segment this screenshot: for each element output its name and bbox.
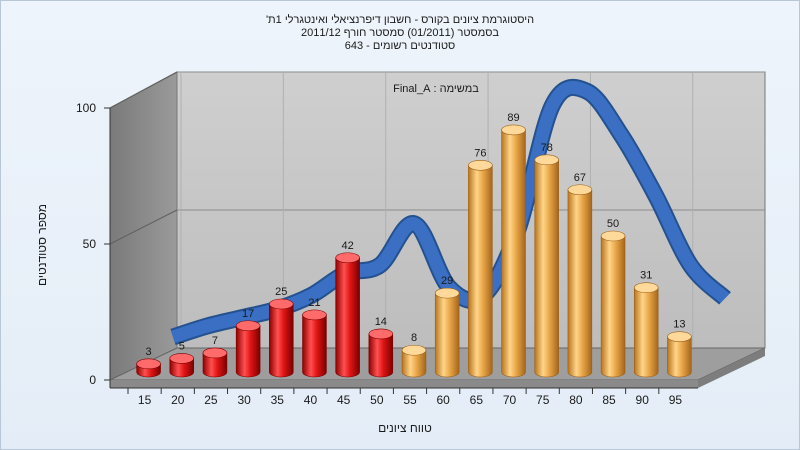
bar-top (600, 230, 626, 242)
x-tick-label: 90 (636, 393, 650, 407)
chart-title-line-3: סטודנטים רשומים - 643 (344, 40, 456, 52)
x-tick-label: 25 (204, 393, 218, 407)
x-tick-label: 80 (569, 393, 583, 407)
bar-top (633, 282, 659, 293)
data-label: 89 (507, 112, 519, 124)
bar-body (302, 314, 327, 378)
bar-70 (501, 124, 526, 378)
x-tick-label: 95 (669, 393, 683, 407)
bar-body (567, 189, 593, 378)
bar-40 (302, 309, 327, 378)
bar-top (534, 154, 559, 166)
data-label: 29 (441, 275, 453, 287)
chart-title-line-1: היסטוגרמת ציונים בקורס - חשבון דיפרנציאל… (265, 14, 535, 26)
x-tick-label: 70 (503, 393, 517, 407)
data-label: 14 (375, 316, 387, 328)
bar-body (368, 333, 394, 378)
data-label: 17 (242, 308, 254, 320)
bar-top (169, 353, 195, 364)
bar-top (302, 309, 327, 321)
bar-top (335, 252, 360, 264)
chart-annotation: במשימה : Final_A (393, 83, 479, 95)
bar-20 (169, 353, 195, 378)
data-label: 5 (179, 340, 185, 352)
x-tick-label: 75 (536, 393, 550, 407)
bar-body (600, 235, 626, 378)
bar-body (235, 325, 261, 378)
bar-top (567, 184, 593, 196)
bar-top (667, 331, 692, 342)
bar-95 (667, 331, 692, 378)
bar-top (368, 328, 394, 340)
data-label: 13 (673, 319, 685, 331)
chart-title-line-2: בסמסטר (01/2011) סמסטר חורף 2011/12 (300, 27, 500, 39)
bar-35 (269, 298, 294, 378)
bar-body (468, 164, 493, 378)
bar-80 (567, 184, 593, 378)
data-label: 21 (308, 297, 320, 309)
bar-body (202, 352, 228, 378)
bar-body (501, 129, 526, 378)
x-tick-label: 20 (171, 393, 185, 407)
left-wall (109, 71, 178, 381)
data-label: 3 (146, 346, 152, 358)
x-tick-label: 85 (602, 393, 616, 407)
bar-90 (633, 282, 659, 378)
data-label: 50 (607, 218, 619, 230)
bar-75 (534, 154, 559, 378)
bar-65 (468, 159, 493, 378)
data-label: 31 (640, 270, 652, 282)
bar-50 (368, 328, 394, 378)
x-tick-label: 50 (370, 393, 384, 407)
bar-top (136, 358, 161, 370)
x-tick-label: 30 (237, 393, 251, 407)
x-tick-label: 65 (470, 393, 484, 407)
right-floor-edge (698, 348, 765, 388)
bar-top (501, 124, 526, 136)
bar-55 (401, 344, 427, 378)
bar-body (434, 292, 460, 378)
bar-30 (235, 320, 261, 378)
bar-top (468, 159, 493, 171)
bar-top (235, 320, 261, 332)
x-tick-label: 55 (403, 393, 417, 407)
x-tick-label: 40 (304, 393, 318, 407)
y-tick-label: 0 (89, 373, 96, 387)
gridline-side-1 (109, 209, 178, 245)
y-tick-label: 100 (76, 101, 96, 115)
bar-25 (202, 347, 228, 378)
bar-body (269, 303, 294, 378)
x-tick-label: 35 (271, 393, 285, 407)
gridline-side-2 (109, 71, 178, 109)
bar-body (667, 336, 692, 378)
floor-front-edge (110, 380, 698, 388)
bar-body (633, 287, 659, 378)
bar-45 (335, 252, 360, 378)
bar-body (534, 159, 559, 378)
x-tick-label: 15 (138, 393, 152, 407)
data-label: 67 (574, 172, 586, 184)
data-label: 76 (474, 147, 486, 159)
x-tick-label: 60 (436, 393, 450, 407)
bar-body (401, 349, 427, 378)
data-label: 25 (275, 286, 287, 298)
bar-top (202, 347, 228, 359)
bar-top (401, 344, 427, 356)
data-label: 78 (541, 142, 553, 154)
bar-top (434, 287, 460, 299)
data-label: 42 (342, 240, 354, 252)
data-label: 8 (411, 332, 417, 344)
x-axis-title: טווח ציונים (378, 421, 432, 435)
y-tick-label: 50 (83, 237, 97, 251)
x-tick-label: 45 (337, 393, 351, 407)
bar-body (335, 257, 360, 378)
bar-top (269, 298, 294, 310)
bar-15 (136, 358, 161, 378)
bar-60 (434, 287, 460, 378)
y-axis-title: מספר סטודנטים (35, 204, 49, 286)
data-label: 7 (212, 335, 218, 347)
bar-85 (600, 230, 626, 378)
